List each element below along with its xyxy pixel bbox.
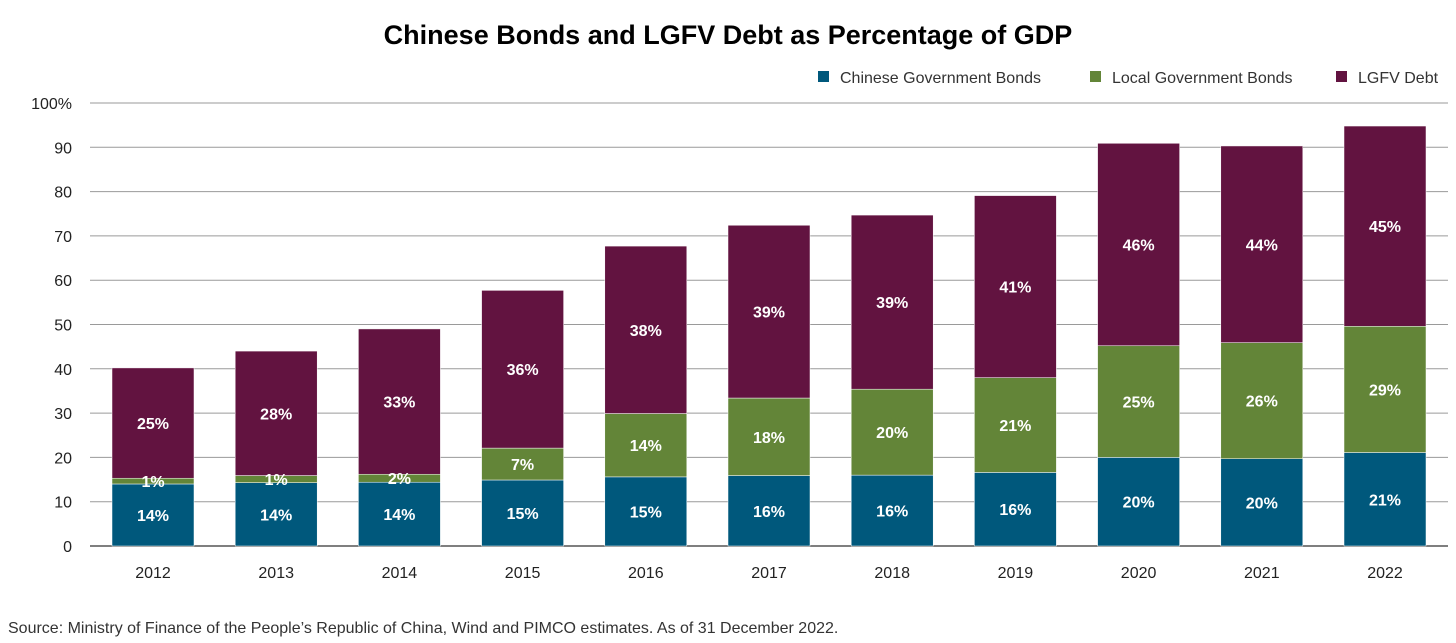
data-label: 15% — [507, 506, 539, 523]
y-tick-label: 30 — [54, 406, 72, 423]
bar-segment — [234, 350, 318, 476]
data-label: 28% — [260, 406, 292, 423]
data-label: 14% — [630, 438, 662, 455]
bars — [111, 125, 1427, 547]
source-note: Source: Ministry of Finance of the Peopl… — [8, 620, 839, 637]
data-label: 1% — [265, 472, 288, 489]
chart-title: Chinese Bonds and LGFV Debt as Percentag… — [383, 20, 1073, 50]
bar-segment — [604, 476, 688, 547]
legend-swatch — [1336, 71, 1347, 82]
x-tick-label: 2022 — [1367, 565, 1403, 582]
data-label: 29% — [1369, 382, 1401, 399]
bar-segment — [1220, 145, 1304, 343]
data-label: 33% — [383, 395, 415, 412]
bar-segment — [481, 479, 564, 547]
bar-segment — [727, 475, 811, 547]
axes: 100% 90 80 70 60 50 40 30 20 10 0 2012 2013 2014 2015 2… — [31, 96, 1403, 582]
x-tick-label: 2019 — [998, 565, 1034, 582]
bar-segment — [1343, 326, 1427, 453]
bar-segment — [727, 225, 811, 399]
bar-segment — [111, 367, 195, 479]
data-label: 7% — [511, 457, 534, 474]
data-label: 25% — [137, 416, 169, 433]
legend-swatch — [818, 71, 829, 82]
data-label: 21% — [999, 418, 1031, 435]
bar-segment — [850, 474, 934, 547]
bar-segment — [727, 397, 811, 476]
data-label: 36% — [507, 362, 539, 379]
y-tick-label: 70 — [54, 229, 72, 246]
x-tick-label: 2015 — [505, 565, 541, 582]
data-labels: 14% 1% 25% 14% 1% 28% 14% 2% 33% 15% 7% 36% 15% 14% 38… — [137, 219, 1401, 525]
bar-segment — [1220, 458, 1304, 547]
legend: Chinese Government Bonds Local Government… — [818, 70, 1439, 87]
y-tick-label: 100% — [31, 96, 72, 113]
data-label: 1% — [141, 474, 164, 491]
bar-segment — [1097, 143, 1180, 347]
data-label: 21% — [1369, 492, 1401, 509]
data-label: 20% — [1246, 495, 1278, 512]
bar-segment — [1343, 452, 1427, 547]
data-label: 16% — [999, 502, 1031, 519]
y-tick-label: 60 — [54, 273, 72, 290]
data-label: 14% — [260, 507, 292, 524]
y-tick-label: 40 — [54, 362, 72, 379]
legend-label: LGFV Debt — [1358, 70, 1439, 87]
bar-segment — [1097, 457, 1180, 547]
x-tick-label: 2016 — [628, 565, 664, 582]
data-label: 14% — [137, 508, 169, 525]
data-label: 38% — [630, 323, 662, 340]
x-tick-label: 2021 — [1244, 565, 1280, 582]
legend-label: Local Government Bonds — [1112, 70, 1293, 87]
bar-segment — [850, 214, 934, 390]
data-label: 41% — [999, 280, 1031, 297]
data-label: 16% — [876, 504, 908, 521]
bar-segment — [1097, 345, 1180, 458]
data-label: 16% — [753, 504, 785, 521]
legend-swatch — [1090, 71, 1101, 82]
y-tick-label: 80 — [54, 185, 72, 202]
bar-segment — [1343, 125, 1427, 327]
bar-segment — [358, 328, 441, 475]
bar-segment — [974, 195, 1057, 378]
data-label: 45% — [1369, 219, 1401, 236]
data-label: 18% — [753, 430, 785, 447]
y-tick-label: 90 — [54, 140, 72, 157]
x-tick-label: 2020 — [1121, 565, 1157, 582]
y-tick-label: 20 — [54, 450, 72, 467]
data-label: 14% — [383, 507, 415, 524]
x-tick-label: 2018 — [874, 565, 910, 582]
data-label: 39% — [753, 305, 785, 322]
x-tick-label: 2013 — [258, 565, 294, 582]
y-tick-label: 10 — [54, 495, 72, 512]
bar-segment — [974, 472, 1057, 547]
data-label: 39% — [876, 295, 908, 312]
bar-segment — [111, 483, 195, 547]
x-tick-label: 2012 — [135, 565, 171, 582]
data-label: 15% — [630, 504, 662, 521]
bar-segment — [481, 290, 564, 449]
bar-segment — [234, 482, 318, 547]
data-label: 20% — [1123, 495, 1155, 512]
data-label: 25% — [1123, 395, 1155, 412]
data-label: 46% — [1123, 238, 1155, 255]
y-tick-label: 50 — [54, 318, 72, 335]
data-label: 44% — [1246, 237, 1278, 254]
bar-segment — [481, 447, 564, 481]
legend-label: Chinese Government Bonds — [840, 70, 1041, 87]
x-tick-label: 2014 — [382, 565, 418, 582]
bar-segment — [1220, 342, 1304, 459]
data-label: 20% — [876, 425, 908, 442]
bar-segment — [604, 413, 688, 478]
bar-segment — [358, 481, 441, 547]
data-label: 26% — [1246, 394, 1278, 411]
data-label: 2% — [388, 471, 411, 488]
y-tick-label: 0 — [63, 539, 72, 556]
x-tick-label: 2017 — [751, 565, 787, 582]
bar-segment — [604, 245, 688, 414]
bar-segment — [974, 377, 1057, 473]
bar-segment — [850, 388, 934, 476]
